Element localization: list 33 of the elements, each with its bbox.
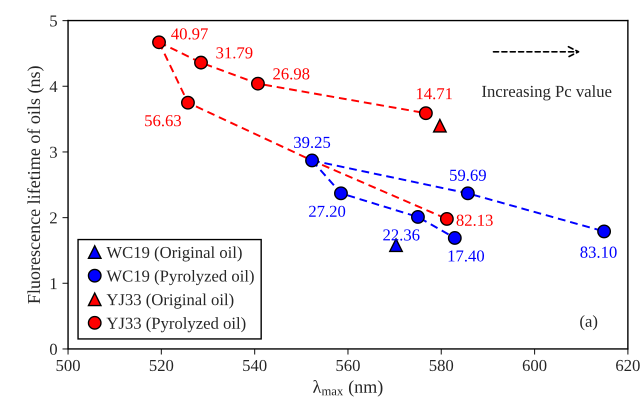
- annotation: 59.69: [450, 170, 486, 181]
- y-tick-label: 0: [50, 344, 57, 355]
- x-axis-title: λ$_{max}$ (nm): [313, 380, 382, 397]
- annotation: 27.20: [309, 206, 346, 218]
- legend-label: YJ33 (Pyrolyzed oil): [106, 317, 246, 332]
- annotation: 39.25: [294, 136, 330, 148]
- x-tick-label: 560: [336, 360, 360, 372]
- x-tick-label: 500: [56, 360, 80, 372]
- annotation: 26.98: [273, 68, 310, 80]
- y-tick-label: 3: [50, 146, 57, 158]
- annotation: 14.71: [416, 88, 452, 100]
- y-tick-label: 5: [50, 15, 57, 27]
- y-tick-label: 4: [50, 81, 58, 92]
- annotation: Increasing Pc value: [482, 85, 612, 100]
- annotation: 17.40: [448, 250, 484, 262]
- y-tick-label: 2: [50, 212, 57, 224]
- x-tick-label: 520: [150, 360, 174, 372]
- y-axis-title: Fluorescence lifetime of oils (ns): [27, 66, 44, 304]
- annotation: (a): [580, 315, 598, 330]
- annotation: 40.97: [171, 28, 208, 40]
- legend-label: WC19 (Pyrolyzed oil): [106, 270, 254, 286]
- annotation: 83.10: [580, 246, 617, 258]
- x-tick-label: 600: [522, 360, 546, 372]
- x-tick-label: 620: [616, 360, 640, 372]
- annotation: 82.13: [456, 214, 493, 226]
- annotation: 56.63: [145, 115, 182, 126]
- legend-label: WC19 (Original oil): [106, 246, 242, 262]
- legend-label: YJ33 (Original oil): [106, 294, 234, 309]
- annotation: 31.79: [216, 47, 252, 59]
- x-tick-label: 540: [243, 360, 267, 372]
- annotation: 22.36: [383, 229, 420, 241]
- y-tick-label: 1: [50, 278, 57, 290]
- x-tick-label: 580: [430, 360, 454, 372]
